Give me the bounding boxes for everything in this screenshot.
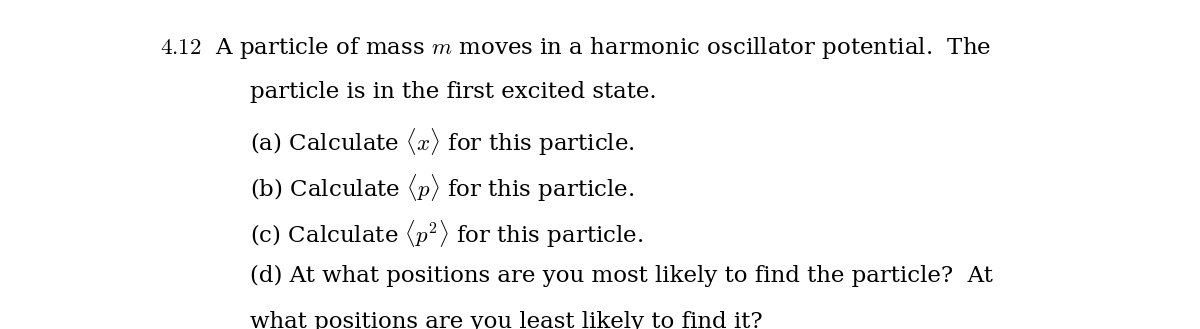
Text: what positions are you least likely to find it?: what positions are you least likely to f… bbox=[250, 311, 762, 329]
Text: (d) At what positions are you most likely to find the particle?  At: (d) At what positions are you most likel… bbox=[250, 265, 992, 287]
Text: (b) Calculate $\langle p \rangle$ for this particle.: (b) Calculate $\langle p \rangle$ for th… bbox=[250, 173, 634, 204]
Text: $\mathbf{4.12}$  A particle of mass $m$ moves in a harmonic oscillator potential: $\mathbf{4.12}$ A particle of mass $m$ m… bbox=[160, 35, 991, 61]
Text: (c) Calculate $\langle p^2 \rangle$ for this particle.: (c) Calculate $\langle p^2 \rangle$ for … bbox=[250, 219, 643, 250]
Text: (a) Calculate $\langle x \rangle$ for this particle.: (a) Calculate $\langle x \rangle$ for th… bbox=[250, 127, 635, 158]
Text: particle is in the first excited state.: particle is in the first excited state. bbox=[250, 81, 656, 103]
